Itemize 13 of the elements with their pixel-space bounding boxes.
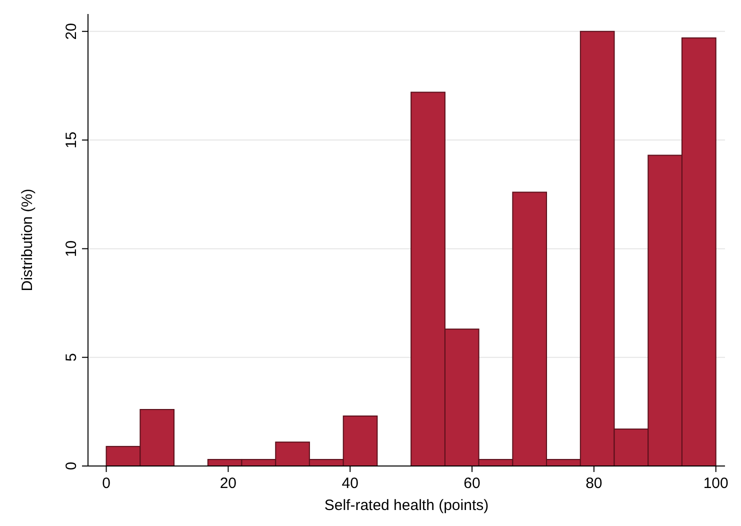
x-tick-label: 80 — [586, 475, 602, 492]
y-tick-label: 10 — [63, 240, 80, 258]
y-tick-label: 20 — [63, 23, 80, 40]
x-tick-label: 100 — [703, 475, 728, 492]
y-tick-label: 0 — [63, 462, 80, 470]
x-tick-label: 20 — [220, 475, 237, 492]
x-tick-label: 0 — [102, 475, 110, 492]
y-axis-title: Distribution (%) — [19, 188, 36, 292]
y-tick-label: 15 — [63, 132, 80, 148]
y-tick-label: 5 — [63, 353, 80, 362]
x-tick-label: 60 — [464, 475, 480, 492]
x-axis-title: Self-rated health (points) — [324, 497, 489, 514]
x-tick-label: 40 — [342, 475, 358, 492]
